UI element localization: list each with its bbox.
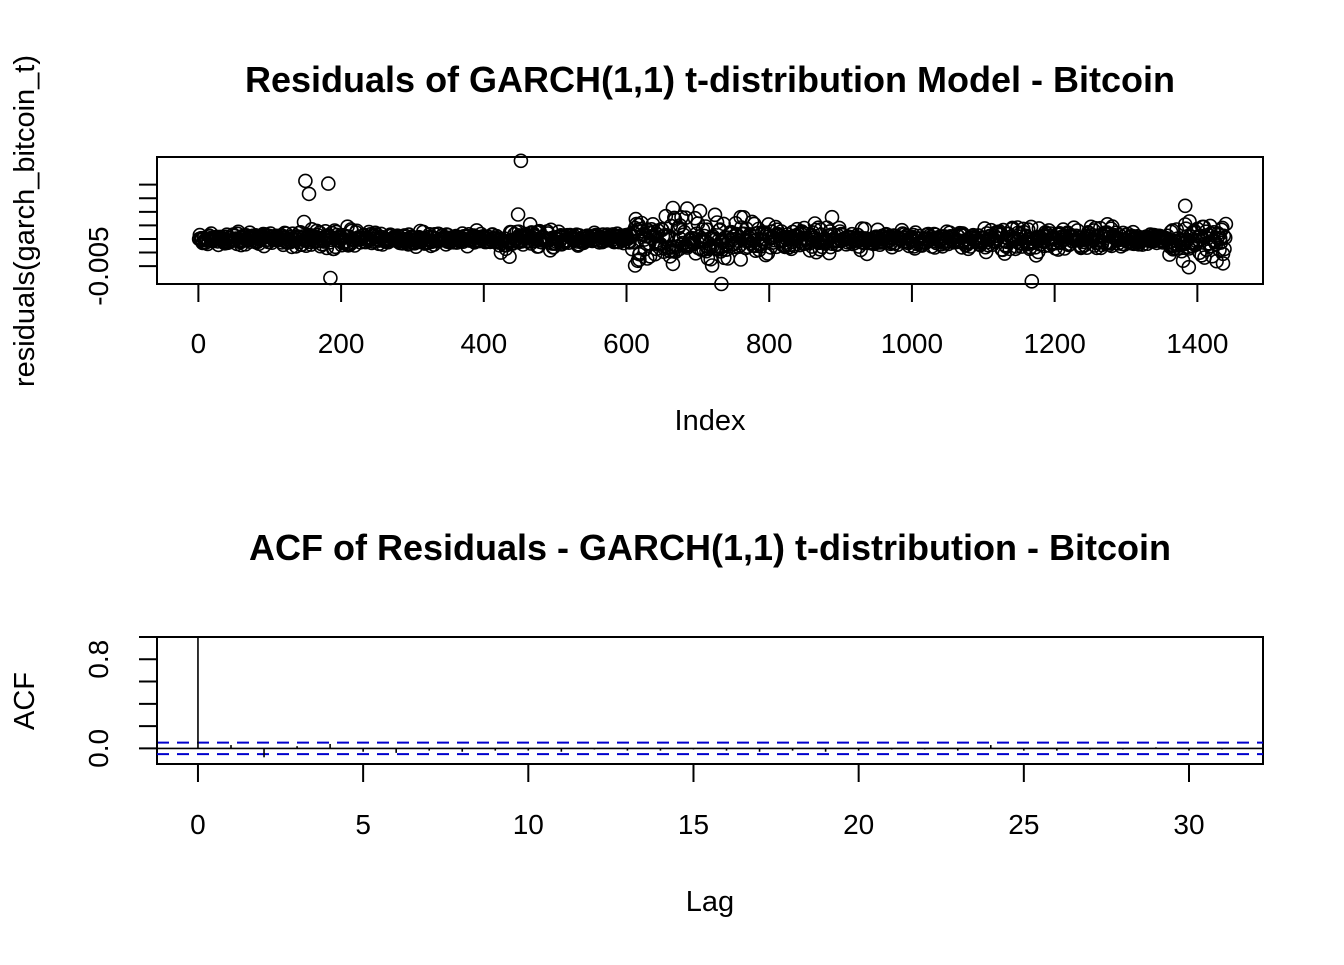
residuals-x-tick-label: 1200 xyxy=(1023,328,1085,359)
residual-point xyxy=(1212,242,1227,258)
residuals-x-tick-label: 200 xyxy=(318,328,365,359)
acf-x-axis: 0 5 10 15 20 25 30 xyxy=(190,763,1205,840)
residuals-x-tick-label: 800 xyxy=(746,328,793,359)
residual-point xyxy=(1218,216,1234,232)
residual-point xyxy=(758,247,774,263)
residual-outlier-point xyxy=(824,209,840,225)
acf-y-axis-label: ACF xyxy=(9,672,41,730)
acf-x-tick-label: 5 xyxy=(355,809,371,840)
residual-point xyxy=(1215,220,1230,236)
residual-outlier-point xyxy=(632,252,647,267)
residual-outlier-point xyxy=(1177,198,1193,214)
residuals-chart-title: Residuals of GARCH(1,1) t-distribution M… xyxy=(245,59,1175,100)
residual-outlier-point xyxy=(510,207,526,222)
acf-x-tick-label: 10 xyxy=(513,809,544,840)
residuals-panel: Residuals of GARCH(1,1) t-distribution M… xyxy=(9,55,1264,437)
residual-outlier-point xyxy=(704,258,720,273)
residual-outlier-point xyxy=(1181,259,1197,275)
residual-outlier-point xyxy=(323,270,338,286)
residual-point xyxy=(696,228,712,244)
acf-x-tick-label: 30 xyxy=(1173,809,1204,840)
acf-y-axis: 0.0 0.8 xyxy=(83,636,158,768)
acf-panel: ACF of Residuals - GARCH(1,1) t-distribu… xyxy=(9,527,1264,918)
residuals-y-tick-label: -0.005 xyxy=(83,226,114,305)
residual-point xyxy=(1169,222,1184,237)
residual-outlier-point xyxy=(733,209,749,225)
acf-y-tick-label: 0.8 xyxy=(83,640,114,679)
residuals-x-axis-label: Index xyxy=(675,405,746,437)
residual-outlier-point xyxy=(679,201,695,216)
residuals-x-axis: 0 200 400 600 800 1000 1200 1400 xyxy=(191,283,1229,359)
residual-point xyxy=(695,222,711,237)
residuals-y-axis: -0.005 xyxy=(83,183,158,306)
residuals-points xyxy=(191,153,1234,292)
residual-outlier-point xyxy=(1215,256,1231,271)
residuals-x-tick-label: 0 xyxy=(191,328,207,359)
acf-x-tick-label: 15 xyxy=(678,809,709,840)
residual-outlier-point xyxy=(665,200,681,216)
residual-outlier-point xyxy=(513,153,529,169)
residuals-x-tick-label: 1400 xyxy=(1166,328,1228,359)
residuals-x-tick-label: 400 xyxy=(460,328,507,359)
residual-outlier-point xyxy=(298,173,313,189)
acf-content xyxy=(157,637,1263,758)
residuals-x-tick-label: 600 xyxy=(603,328,650,359)
residual-outlier-point xyxy=(665,256,681,272)
residual-outlier-point xyxy=(320,176,336,191)
acf-x-tick-label: 25 xyxy=(1008,809,1039,840)
residual-outlier-point xyxy=(301,186,317,202)
residual-point xyxy=(1194,248,1209,263)
acf-y-tick-label: 0.0 xyxy=(83,729,114,768)
residuals-y-axis-label: residuals(garch_bitcoin_t) xyxy=(9,55,41,387)
residual-point xyxy=(783,241,799,257)
residuals-x-tick-label: 1000 xyxy=(881,328,943,359)
residual-point xyxy=(761,217,776,232)
residual-point xyxy=(1217,241,1232,257)
residual-point xyxy=(296,214,312,230)
acf-x-tick-label: 20 xyxy=(843,809,874,840)
acf-plot-box xyxy=(156,636,1264,765)
residual-outlier-point xyxy=(1024,273,1040,289)
acf-x-axis-label: Lag xyxy=(686,886,734,918)
acf-x-tick-label: 0 xyxy=(190,809,206,840)
residual-point xyxy=(678,210,694,225)
residual-point xyxy=(639,251,655,266)
acf-chart-title: ACF of Residuals - GARCH(1,1) t-distribu… xyxy=(249,527,1171,568)
residual-point xyxy=(707,207,723,223)
residual-point xyxy=(709,215,725,230)
